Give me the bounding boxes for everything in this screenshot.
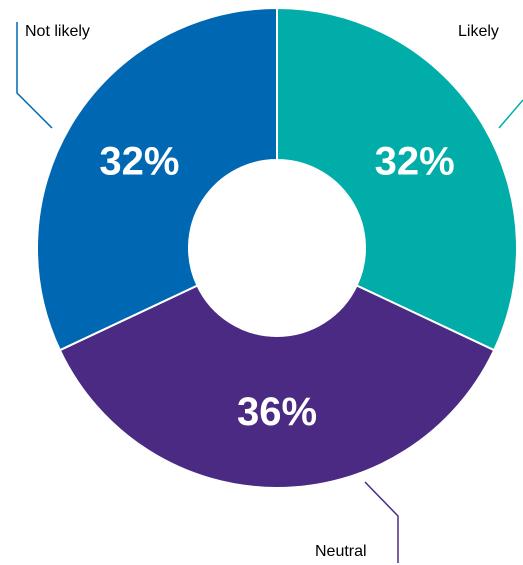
leader-line-likely — [498, 99, 523, 129]
slice-likely — [276, 6, 518, 352]
value-label-neutral: 36% — [237, 390, 317, 434]
category-label-neutral: Neutral — [315, 543, 367, 560]
category-label-likely: Likely — [458, 23, 499, 40]
labels: 32% Likely 36% Neutral 32% Not likely — [25, 23, 499, 560]
value-label-not-likely: 32% — [99, 140, 179, 184]
slices — [36, 6, 518, 489]
category-label-not-likely: Not likely — [25, 23, 90, 40]
value-label-likely: 32% — [375, 140, 455, 184]
leader-line-neutral — [364, 481, 399, 563]
leader-line-not-likely — [16, 22, 53, 129]
slice-not-likely — [36, 6, 278, 352]
leader-lines — [16, 22, 523, 563]
slice-neutral — [58, 284, 496, 489]
